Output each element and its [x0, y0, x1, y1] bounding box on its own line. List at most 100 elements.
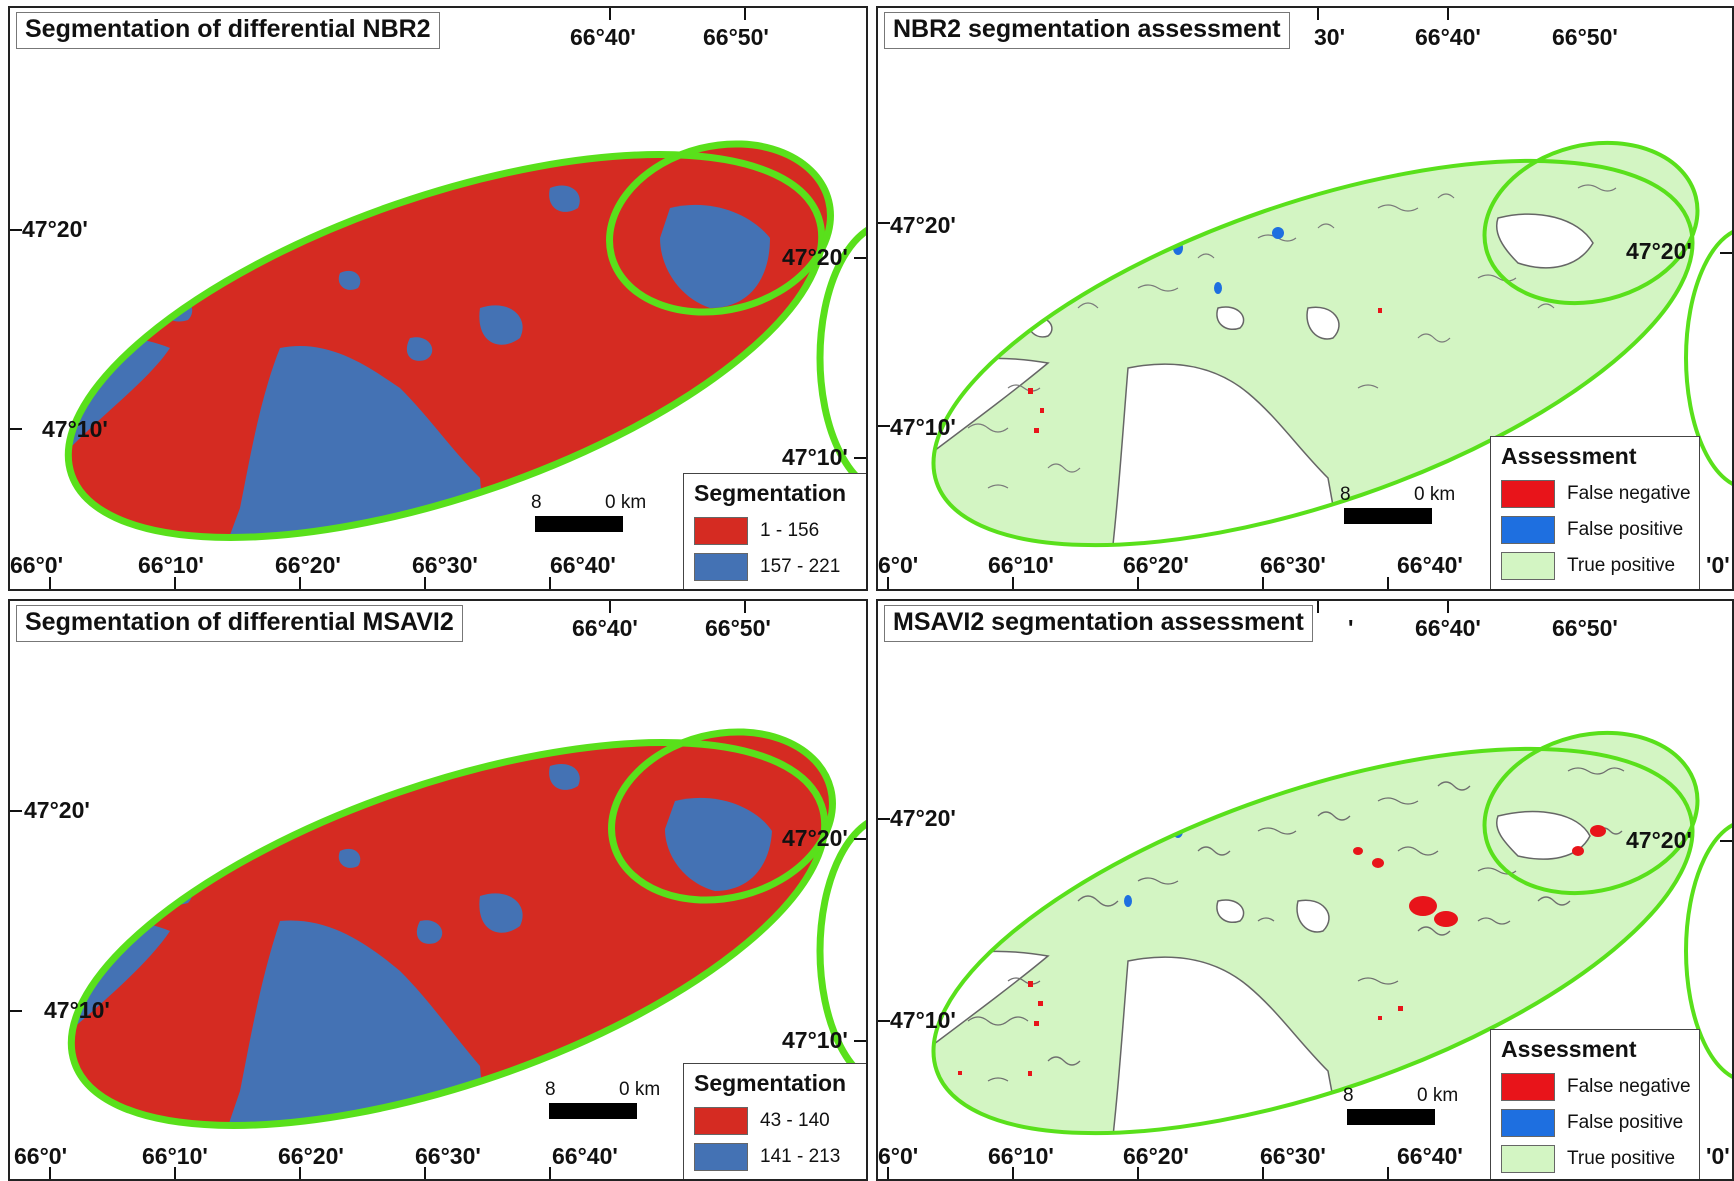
bottom-tick-label: 66°40' [550, 552, 616, 578]
legend-item: 157 - 221 [694, 549, 858, 585]
scale-bar-segment [1344, 508, 1432, 524]
legend-label: False positive [1567, 519, 1684, 540]
right-tick-label: 47°10' [782, 1027, 848, 1053]
legend-label: True positive [1567, 555, 1676, 576]
map-legend: Assessment False negative False positive… [1490, 1029, 1700, 1179]
bottom-tick-label: 66°20' [1123, 1143, 1189, 1169]
scale-end-label: 0 km [1414, 484, 1456, 505]
top-tick-label: 66°50' [703, 24, 769, 50]
legend-item: False negative [1501, 1069, 1691, 1105]
bottom-tick-label: 66°10' [138, 552, 204, 578]
scale-start-label: 8 [1343, 1085, 1354, 1106]
scale-bar-segment [549, 1103, 637, 1119]
left-tick-label: 47°20' [24, 797, 90, 823]
map-legend: Assessment False negative False positive… [1490, 436, 1700, 589]
scale-bar: 8 0 km [1334, 484, 1464, 524]
legend-label: 157 - 221 [760, 556, 841, 577]
map-legend: Segmentation 43 - 140 141 - 213 [683, 1063, 866, 1179]
graticule-ticks [878, 601, 1732, 1179]
left-tick-label: 47°10' [890, 1007, 956, 1033]
bottom-tick-label: 66°10' [142, 1143, 208, 1169]
top-tick-label: 66°40' [1415, 24, 1481, 50]
scale-bar-segment [1347, 1109, 1435, 1125]
top-tick-label: 30' [1314, 24, 1346, 50]
bottom-tick-label: 6°0' [878, 1143, 919, 1169]
right-tick-label: 47°10' [782, 444, 848, 470]
legend-item: False positive [1501, 1105, 1689, 1141]
bottom-tick-label: 66°40' [552, 1143, 618, 1169]
legend-label: 43 - 140 [760, 1110, 830, 1131]
bottom-tick-label: 66°40' [1397, 1143, 1463, 1169]
study-area-boundary [931, 730, 1732, 1136]
legend-item: False negative [1501, 476, 1691, 512]
legend-swatch [1501, 516, 1555, 544]
bottom-tick-label: 66°40' [1397, 552, 1463, 578]
legend-title: Segmentation [694, 1070, 847, 1096]
top-tick-label: 66°40' [1415, 615, 1481, 641]
legend-label: True positive [1567, 1148, 1676, 1169]
map-title: Segmentation of differential MSAVI2 [16, 605, 463, 642]
left-tick-label: 47°10' [890, 414, 956, 440]
legend-item: False positive [1501, 512, 1689, 548]
scale-start-label: 8 [531, 492, 542, 513]
bottom-tick-label: 66°0' [14, 1143, 68, 1169]
bottom-tick-label: 66°10' [988, 552, 1054, 578]
right-tick-label: 47°20' [1626, 238, 1692, 264]
scale-end-label: 0 km [1417, 1085, 1459, 1106]
top-tick-label: 66°50' [705, 615, 771, 641]
graticule-ticks [878, 8, 1732, 589]
legend-item: 43 - 140 [694, 1103, 858, 1139]
scale-end-label: 0 km [605, 492, 647, 513]
right-tick-label: 47°20' [782, 244, 848, 270]
left-tick-label: 47°20' [890, 805, 956, 831]
left-tick-label: 47°10' [44, 997, 110, 1023]
legend-swatch [1501, 1145, 1555, 1173]
graticule-ticks [10, 601, 866, 1179]
top-tick-label: 66°40' [570, 24, 636, 50]
scale-start-label: 8 [545, 1079, 556, 1100]
bottom-tick-label: 66°10' [988, 1143, 1054, 1169]
right-tick-label: 47°20' [782, 825, 848, 851]
scale-end-label: 0 km [619, 1079, 661, 1100]
legend-item: True positive [1501, 1141, 1689, 1177]
legend-item: 1 - 156 [694, 513, 858, 549]
left-tick-label: 47°20' [22, 216, 88, 242]
map-panel-msavi2-segmentation: Segmentation of differential MSAVI2 66°4… [8, 599, 868, 1181]
study-area-boundary [67, 728, 866, 1129]
scale-start-label: 8 [1340, 484, 1351, 505]
legend-label: False negative [1567, 483, 1691, 504]
bottom-tick-label: '0' [1706, 1143, 1730, 1169]
map-title: NBR2 segmentation assessment [884, 12, 1290, 49]
study-area-boundary [931, 140, 1732, 548]
legend-swatch [1501, 1109, 1555, 1137]
bottom-tick-label: 66°20' [1123, 552, 1189, 578]
bottom-tick-label: 66°20' [275, 552, 341, 578]
legend-item: 141 - 213 [694, 1139, 858, 1175]
map-legend: Segmentation 1 - 156 157 - 221 [683, 473, 866, 589]
legend-label: False negative [1567, 1076, 1691, 1097]
map-panel-msavi2-assessment: ' 66°40' 66°50' MSAVI2 segmentation asse… [876, 599, 1734, 1181]
legend-swatch [694, 1143, 748, 1171]
legend-swatch [694, 1107, 748, 1135]
bottom-tick-label: 66°30' [1260, 1143, 1326, 1169]
map-panel-nbr2-segmentation: Segmentation of differential NBR2 66°40'… [8, 6, 868, 591]
graticule-ticks [10, 8, 866, 589]
legend-title: Segmentation [694, 480, 847, 506]
scale-bar: 8 0 km [525, 492, 655, 532]
top-tick-label: ' [1348, 615, 1354, 641]
legend-swatch [1501, 552, 1555, 580]
legend-swatch [694, 553, 748, 581]
top-tick-label: 66°40' [572, 615, 638, 641]
left-tick-label: 47°20' [890, 212, 956, 238]
map-panel-nbr2-assessment: 30' 66°40' 66°50' NBR2 segmentation asse… [876, 6, 1734, 591]
legend-swatch [1501, 1073, 1555, 1101]
legend-label: 141 - 213 [760, 1146, 841, 1167]
bottom-tick-label: 66°30' [415, 1143, 481, 1169]
segmentation-map-graphic [10, 8, 866, 589]
legend-title: Assessment [1501, 443, 1637, 469]
assessment-map-graphic [878, 601, 1732, 1179]
legend-swatch [694, 517, 748, 545]
legend-label: False positive [1567, 1112, 1684, 1133]
bottom-tick-label: 66°30' [412, 552, 478, 578]
left-tick-label: 47°10' [42, 416, 108, 442]
